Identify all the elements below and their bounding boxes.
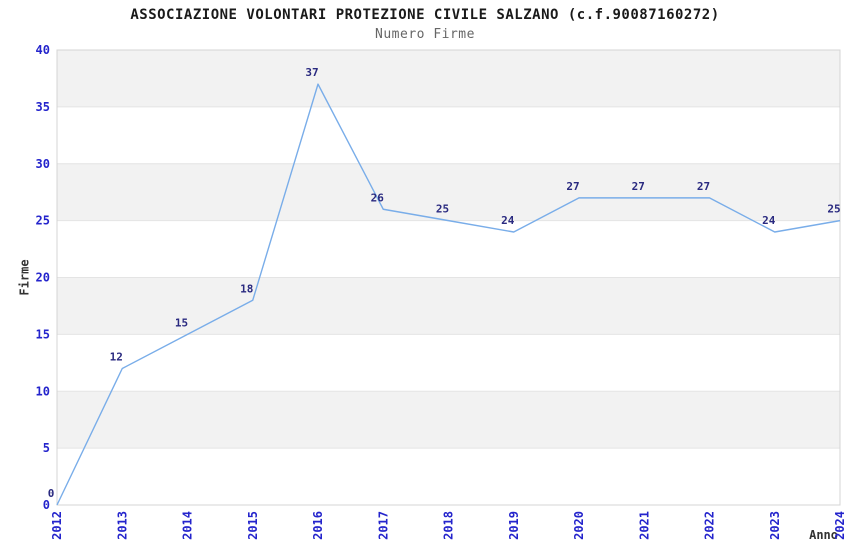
y-tick-label: 0 xyxy=(43,498,50,512)
point-label: 25 xyxy=(436,203,449,216)
x-tick-label: 2024 xyxy=(833,511,847,540)
point-label: 25 xyxy=(827,203,840,216)
plot-border xyxy=(56,49,841,506)
point-label: 12 xyxy=(110,351,123,364)
y-tick-label: 15 xyxy=(36,327,50,341)
grid-band xyxy=(57,277,840,335)
point-label: 37 xyxy=(305,66,318,79)
x-tick-label: 2018 xyxy=(442,511,456,540)
point-label: 27 xyxy=(632,180,645,193)
x-tick-label: 2015 xyxy=(246,511,260,540)
y-tick-label: 20 xyxy=(36,271,50,285)
y-tick-label: 35 xyxy=(36,100,50,114)
point-label: 26 xyxy=(371,191,385,204)
point-label: 27 xyxy=(566,180,579,193)
y-tick-label: 10 xyxy=(36,384,50,398)
grid-band xyxy=(57,50,840,107)
chart-title: ASSOCIAZIONE VOLONTARI PROTEZIONE CIVILE… xyxy=(130,7,720,23)
x-tick-label: 2020 xyxy=(572,511,586,540)
y-tick-label: 40 xyxy=(36,43,50,57)
point-label: 0 xyxy=(48,487,55,500)
x-tick-label: 2013 xyxy=(115,511,129,540)
grid-band xyxy=(57,391,840,449)
x-axis-title: Anno xyxy=(809,528,838,542)
point-label: 15 xyxy=(175,316,188,329)
y-tick-label: 30 xyxy=(36,157,50,171)
x-tick-label: 2021 xyxy=(637,511,651,540)
point-label: 24 xyxy=(501,214,515,227)
x-tick-label: 2019 xyxy=(507,511,521,540)
x-tick-label: 2012 xyxy=(50,511,64,540)
data-line xyxy=(56,83,841,506)
x-tick-label: 2014 xyxy=(181,511,195,540)
x-tick-label: 2023 xyxy=(768,511,782,540)
y-tick-label: 25 xyxy=(36,214,50,228)
point-label: 18 xyxy=(240,282,253,295)
point-label: 24 xyxy=(762,214,776,227)
chart-subtitle: Numero Firme xyxy=(375,27,475,42)
grid-band xyxy=(57,163,840,221)
x-tick-label: 2016 xyxy=(311,511,325,540)
point-label: 27 xyxy=(697,180,710,193)
x-tick-label: 2022 xyxy=(703,511,717,540)
x-tick-label: 2017 xyxy=(376,511,390,540)
y-tick-label: 5 xyxy=(43,441,50,455)
